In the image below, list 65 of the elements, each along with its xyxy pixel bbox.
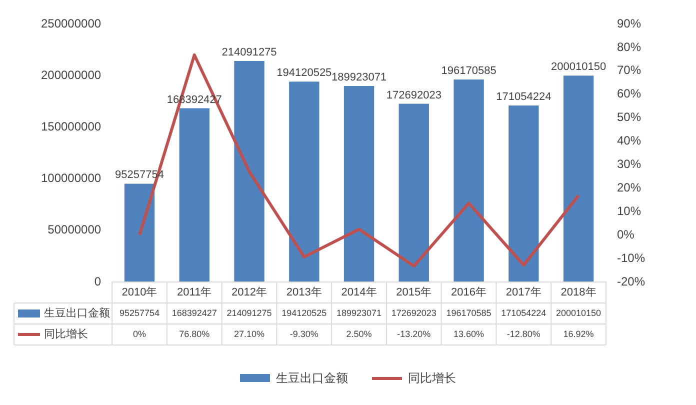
x-tick-label: 2011年 <box>177 286 212 299</box>
y-tick-label: 50000000 <box>48 222 102 237</box>
y2-tick-label: 10% <box>616 204 642 218</box>
y2-tick-label: 0% <box>616 227 635 242</box>
legend-label: 同比增长 <box>44 328 88 341</box>
data-label: 95257754 <box>119 308 160 318</box>
y-tick-label: 250000000 <box>40 16 102 30</box>
y2-tick-label: 80% <box>616 40 642 54</box>
data-label: 172692023 <box>391 308 436 318</box>
bar <box>179 108 210 282</box>
data-label: 16.92% <box>563 328 594 339</box>
data-label: 168392427 <box>172 308 217 318</box>
data-label: 76.80% <box>179 328 210 339</box>
bar <box>124 184 155 282</box>
text: 172692023 <box>386 89 442 102</box>
y2-tick-label: 90% <box>616 16 642 30</box>
text: 196170585 <box>441 65 496 78</box>
data-label: -13.20% <box>397 328 431 339</box>
data-label: 2.50% <box>346 328 372 339</box>
data-label: -9.30% <box>290 328 318 339</box>
text: 194120525 <box>276 67 332 80</box>
text: 171054224 <box>496 91 552 104</box>
y2-tick-label: 50% <box>616 110 642 124</box>
y-tick-label: 200000000 <box>40 68 102 82</box>
y2-tick-label: 40% <box>616 134 642 148</box>
x-tick-label: 2012年 <box>232 286 268 299</box>
data-label: 189923071 <box>336 308 382 318</box>
data-label: 196170585 <box>446 308 492 318</box>
y2-tick-label: 30% <box>616 157 642 172</box>
data-label: 171054224 <box>501 308 546 318</box>
bar <box>454 80 484 282</box>
bar <box>289 82 320 282</box>
y-tick-label: 150000000 <box>40 120 102 134</box>
data-label: -12.80% <box>506 328 540 339</box>
y2-tick-label: 70% <box>616 63 642 78</box>
bar <box>398 104 429 282</box>
y2-tick-label: 60% <box>616 86 642 101</box>
data-label: 200010150 <box>556 308 602 318</box>
x-tick-label: 2017年 <box>506 286 542 299</box>
data-label: 13.60% <box>454 328 484 339</box>
y-tick-label: 0 <box>94 274 102 288</box>
data-label: 27.10% <box>234 328 265 339</box>
text: 同比增长 <box>408 370 456 384</box>
data-label: 214091275 <box>226 308 272 318</box>
bar <box>563 76 594 282</box>
text: 214091275 <box>222 46 277 59</box>
x-tick-label: 2018年 <box>560 286 596 299</box>
x-tick-label: 2014年 <box>341 286 377 299</box>
y2-tick-label: -10% <box>616 250 646 265</box>
bar <box>234 61 264 282</box>
y-tick-label: 100000000 <box>40 171 102 186</box>
x-tick-label: 2016年 <box>451 286 487 299</box>
y2-tick-label: 20% <box>616 180 642 194</box>
text: 生豆出口金额 <box>276 370 348 384</box>
bar <box>508 105 539 282</box>
y2-tick-label: -20% <box>616 274 646 288</box>
data-label: 194120525 <box>282 308 327 318</box>
x-tick-label: 2015年 <box>396 286 432 299</box>
x-tick-label: 2010年 <box>122 286 158 299</box>
data-label: 0% <box>132 328 146 339</box>
bar <box>344 86 374 282</box>
text: 200010150 <box>551 61 606 74</box>
text: 189923071 <box>331 72 387 84</box>
legend-label: 生豆出口金额 <box>44 306 110 320</box>
x-tick-label: 2013年 <box>286 286 322 299</box>
